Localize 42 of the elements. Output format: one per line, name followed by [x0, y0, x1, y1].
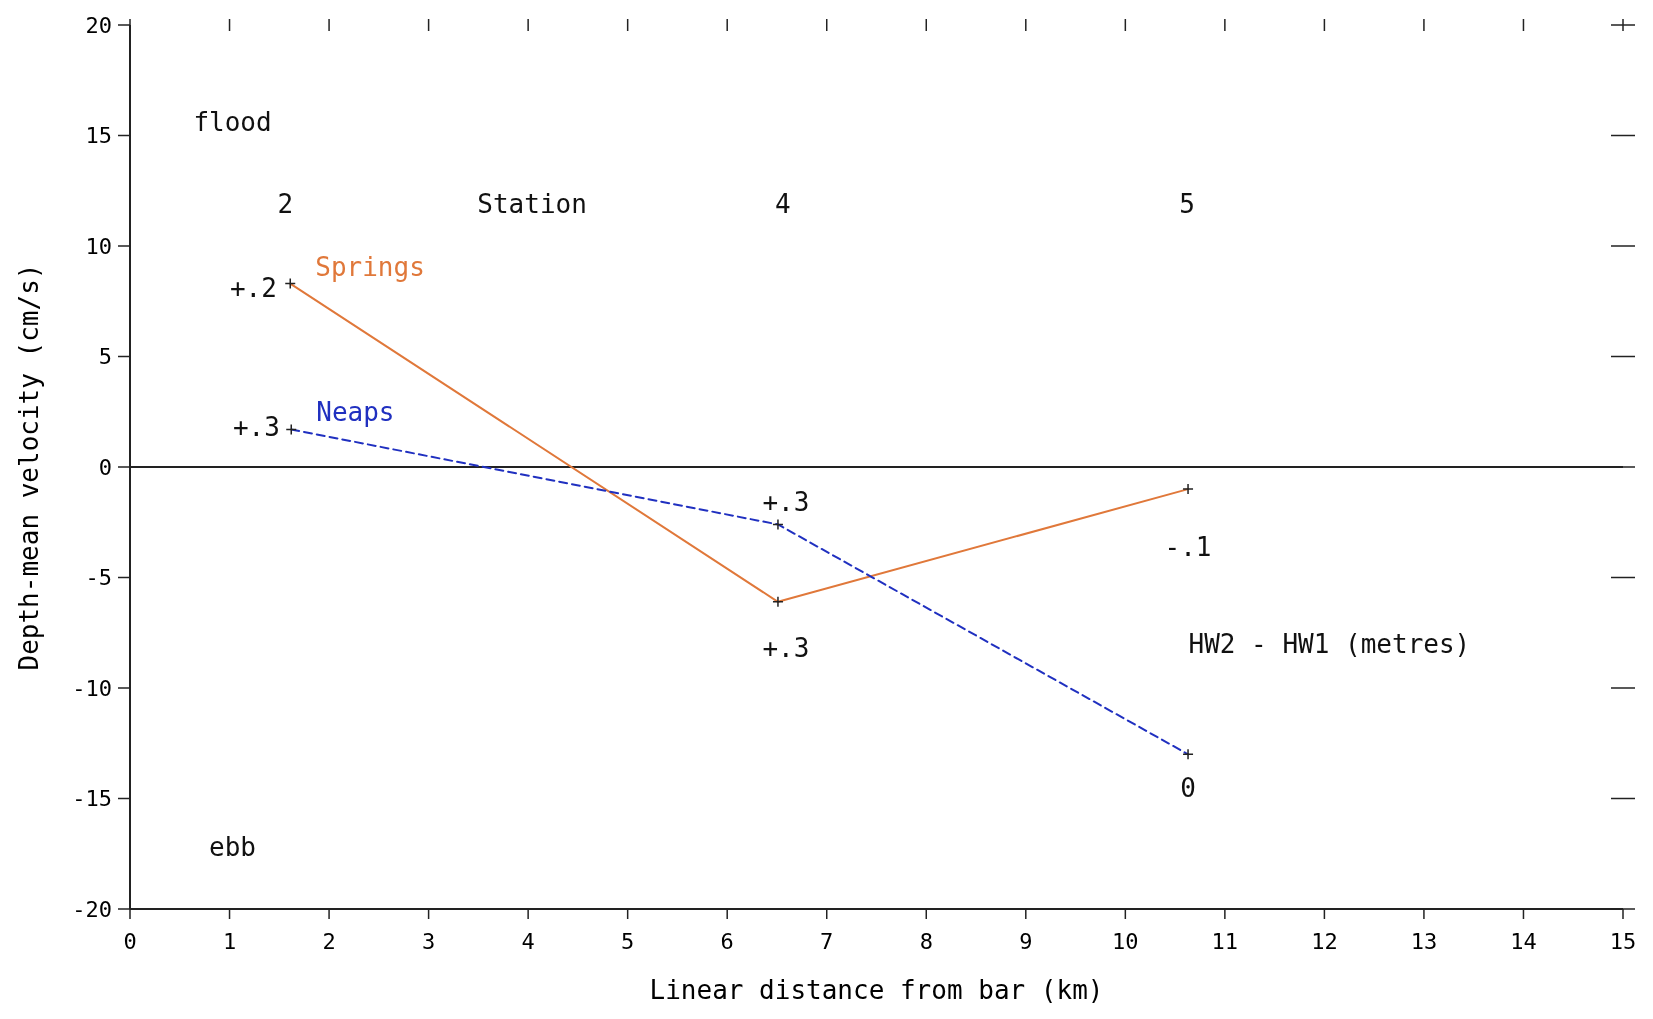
annotation: +.3	[762, 633, 810, 664]
x-tick-label: 8	[919, 929, 933, 954]
x-tick-label: 0	[123, 929, 137, 954]
annotation: +.3	[232, 412, 280, 443]
y-tick-label: -5	[85, 565, 112, 591]
annotation: 5	[1179, 189, 1195, 220]
x-tick-label: 4	[521, 929, 535, 954]
y-axis-title: Depth-mean velocity (cm/s)	[14, 263, 44, 671]
x-tick-label: 1	[222, 929, 237, 954]
x-tick-label: 15	[1609, 929, 1637, 954]
x-tick-label: 3	[421, 929, 436, 954]
series-label: Neaps	[316, 397, 395, 428]
y-tick-label: 0	[98, 454, 112, 480]
y-tick-label: 20	[85, 12, 112, 38]
annotation: 2	[277, 189, 294, 220]
series-label: Springs	[315, 251, 425, 282]
x-tick-label: 2	[322, 929, 336, 954]
x-tick-label: 6	[720, 929, 734, 954]
x-tick-label: 11	[1211, 929, 1239, 954]
annotation: HW2 - HW1 (metres)	[1188, 628, 1471, 659]
annotation: 4	[775, 189, 791, 220]
y-tick-label: -10	[72, 675, 112, 701]
annotation: +.3	[762, 487, 810, 518]
annotation: ebb	[209, 832, 256, 863]
y-tick-label: 10	[85, 233, 112, 259]
annotation: 0	[1180, 772, 1196, 803]
y-tick-label: 15	[85, 123, 112, 149]
x-tick-label: 13	[1410, 929, 1438, 954]
annotation: +.2	[229, 273, 277, 304]
y-tick-label: -20	[72, 896, 112, 922]
x-axis-title: Linear distance from bar (km)	[649, 975, 1104, 1005]
y-tick-label: -15	[72, 786, 112, 812]
annotation: Station	[477, 189, 587, 220]
x-tick-label: 5	[621, 929, 635, 954]
y-tick-label: 5	[98, 344, 112, 370]
x-tick-label: 7	[820, 929, 834, 954]
x-tick-label: 10	[1112, 929, 1139, 954]
annotation: flood	[193, 107, 272, 138]
x-tick-label: 12	[1311, 929, 1338, 954]
annotation: -.1	[1164, 531, 1212, 562]
x-tick-label: 14	[1510, 929, 1537, 954]
x-tick-label: 9	[1019, 929, 1033, 954]
